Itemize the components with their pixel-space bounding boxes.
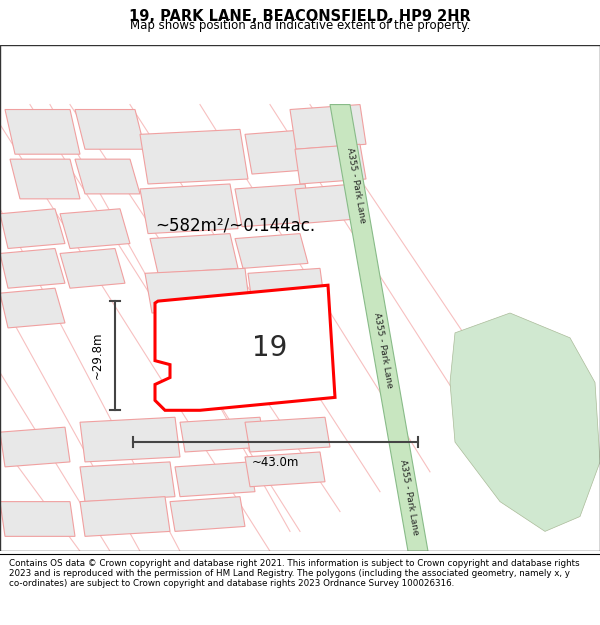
Polygon shape [180,418,265,452]
Polygon shape [175,462,255,497]
Polygon shape [200,351,320,394]
Polygon shape [80,418,180,462]
Polygon shape [0,502,75,536]
Polygon shape [60,249,125,288]
Text: A355 - Park Lane: A355 - Park Lane [372,312,394,389]
Polygon shape [245,452,325,487]
Polygon shape [200,311,320,355]
Polygon shape [150,234,238,273]
Polygon shape [140,184,238,234]
Polygon shape [145,268,250,313]
Polygon shape [155,285,335,410]
Polygon shape [295,184,360,224]
Polygon shape [5,109,80,154]
Polygon shape [60,209,130,249]
Polygon shape [450,313,600,531]
Text: Contains OS data © Crown copyright and database right 2021. This information is : Contains OS data © Crown copyright and d… [9,559,580,588]
Polygon shape [170,497,245,531]
Polygon shape [0,288,65,328]
Text: A355 - Park Lane: A355 - Park Lane [344,146,367,224]
Polygon shape [290,104,366,149]
Polygon shape [248,268,325,310]
Polygon shape [80,497,170,536]
Polygon shape [245,418,330,452]
Polygon shape [0,209,65,249]
Polygon shape [75,109,145,149]
Polygon shape [75,159,140,194]
Polygon shape [10,159,80,199]
Text: ~582m²/~0.144ac.: ~582m²/~0.144ac. [155,217,315,234]
Text: 19: 19 [253,334,287,362]
Polygon shape [0,427,70,467]
Text: Map shows position and indicative extent of the property.: Map shows position and indicative extent… [130,19,470,32]
Text: 19, PARK LANE, BEACONSFIELD, HP9 2HR: 19, PARK LANE, BEACONSFIELD, HP9 2HR [129,9,471,24]
Polygon shape [330,104,428,551]
Polygon shape [295,144,366,184]
Text: A355 - Park Lane: A355 - Park Lane [398,459,419,536]
Polygon shape [0,249,65,288]
Polygon shape [245,129,318,174]
Polygon shape [235,234,308,268]
Polygon shape [235,184,312,227]
Polygon shape [80,462,175,502]
Text: ~29.8m: ~29.8m [91,332,104,379]
Polygon shape [140,129,248,184]
Text: ~43.0m: ~43.0m [252,456,299,469]
